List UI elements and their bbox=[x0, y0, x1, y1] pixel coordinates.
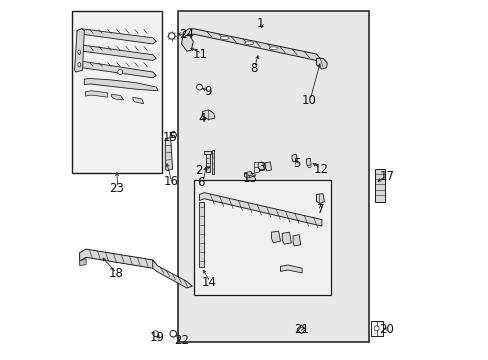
Ellipse shape bbox=[78, 50, 81, 54]
Text: 2: 2 bbox=[195, 165, 202, 177]
Polygon shape bbox=[165, 138, 172, 171]
Text: 8: 8 bbox=[249, 62, 257, 75]
Bar bbox=[194, 180, 330, 295]
Polygon shape bbox=[77, 61, 156, 78]
Polygon shape bbox=[84, 78, 158, 91]
Polygon shape bbox=[77, 45, 156, 60]
Circle shape bbox=[170, 330, 176, 337]
Polygon shape bbox=[170, 131, 177, 138]
Polygon shape bbox=[183, 29, 320, 60]
Text: 15: 15 bbox=[162, 131, 177, 144]
Polygon shape bbox=[306, 158, 310, 166]
Polygon shape bbox=[75, 29, 84, 72]
Polygon shape bbox=[280, 265, 302, 273]
Text: 5: 5 bbox=[292, 157, 300, 170]
Text: 19: 19 bbox=[150, 331, 164, 344]
Circle shape bbox=[168, 33, 175, 39]
Polygon shape bbox=[244, 171, 253, 178]
Text: 4: 4 bbox=[198, 112, 205, 125]
Polygon shape bbox=[316, 194, 324, 203]
Polygon shape bbox=[85, 91, 107, 97]
Ellipse shape bbox=[220, 37, 229, 40]
Polygon shape bbox=[316, 58, 326, 69]
Polygon shape bbox=[292, 235, 300, 246]
Bar bbox=[370, 321, 382, 336]
Bar bbox=[374, 169, 384, 202]
Text: 1: 1 bbox=[256, 17, 264, 30]
Polygon shape bbox=[202, 110, 215, 120]
Polygon shape bbox=[111, 94, 123, 100]
Polygon shape bbox=[271, 231, 280, 243]
Bar bbox=[199, 202, 204, 267]
Circle shape bbox=[373, 326, 378, 331]
Text: 21: 21 bbox=[293, 323, 308, 336]
Text: 24: 24 bbox=[178, 28, 193, 41]
Text: 3: 3 bbox=[258, 161, 265, 174]
Ellipse shape bbox=[268, 47, 278, 50]
Text: 16: 16 bbox=[163, 175, 178, 188]
Text: 11: 11 bbox=[193, 48, 208, 60]
Polygon shape bbox=[199, 193, 321, 226]
Bar bbox=[204, 151, 211, 154]
Polygon shape bbox=[133, 97, 143, 104]
Text: 10: 10 bbox=[301, 94, 316, 107]
Polygon shape bbox=[77, 29, 156, 44]
Text: 20: 20 bbox=[379, 323, 393, 336]
Polygon shape bbox=[258, 162, 264, 170]
Polygon shape bbox=[181, 34, 193, 51]
Polygon shape bbox=[282, 232, 291, 244]
Polygon shape bbox=[152, 260, 192, 288]
Text: 9: 9 bbox=[204, 85, 212, 98]
Circle shape bbox=[152, 331, 158, 337]
Text: 18: 18 bbox=[108, 267, 123, 280]
Text: 7: 7 bbox=[316, 203, 324, 216]
Circle shape bbox=[196, 84, 202, 90]
Text: 22: 22 bbox=[174, 334, 189, 347]
Text: 12: 12 bbox=[313, 163, 327, 176]
Text: 13: 13 bbox=[242, 172, 257, 185]
Text: 17: 17 bbox=[378, 170, 393, 183]
Text: 23: 23 bbox=[109, 183, 124, 195]
Polygon shape bbox=[80, 258, 86, 266]
Ellipse shape bbox=[244, 42, 253, 45]
Polygon shape bbox=[291, 154, 297, 162]
Text: 6: 6 bbox=[197, 176, 204, 189]
Polygon shape bbox=[80, 249, 157, 268]
Text: 14: 14 bbox=[202, 276, 217, 289]
Circle shape bbox=[118, 69, 122, 75]
Bar bbox=[72, 11, 162, 173]
Polygon shape bbox=[265, 162, 271, 171]
Bar bbox=[212, 150, 214, 174]
Bar bbox=[205, 152, 209, 172]
Ellipse shape bbox=[78, 63, 81, 67]
Bar bbox=[178, 11, 368, 342]
